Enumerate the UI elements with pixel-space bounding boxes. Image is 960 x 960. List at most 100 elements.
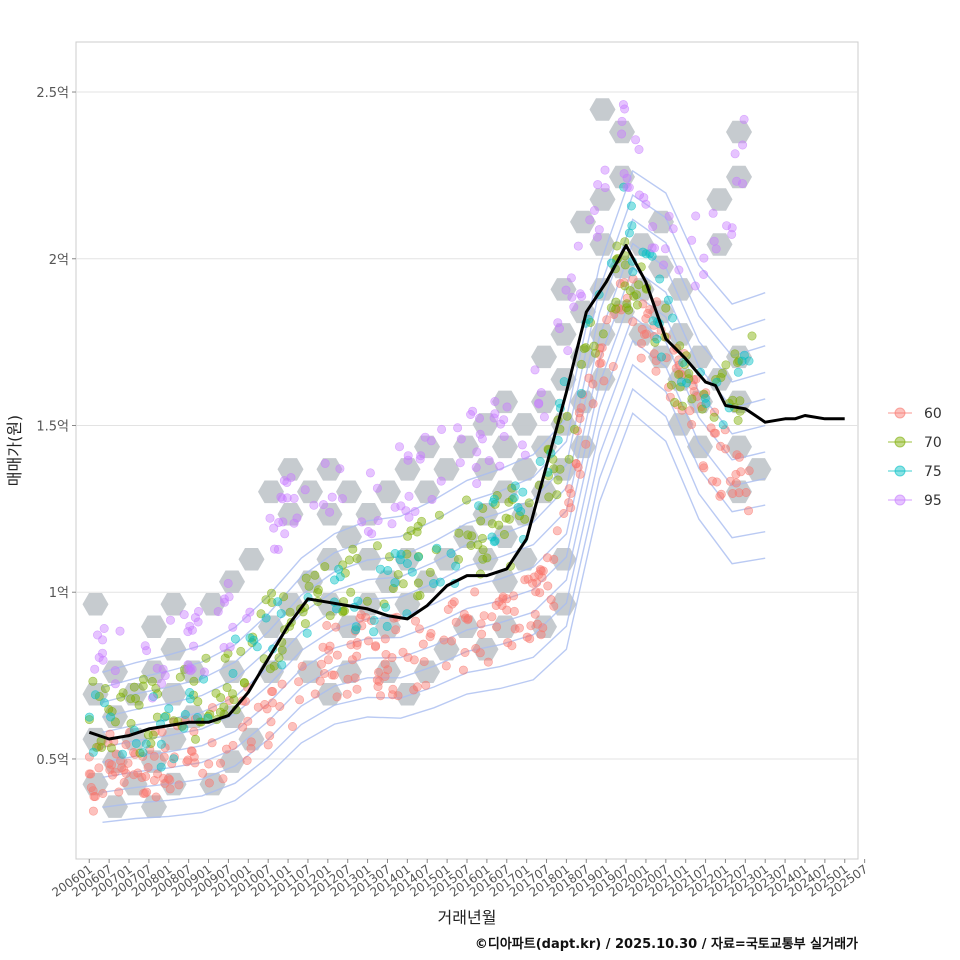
scatter-point [664, 211, 674, 221]
scatter-point [151, 792, 161, 802]
scatter-point [351, 625, 361, 635]
scatter-point [84, 769, 94, 779]
scatter-point [502, 402, 512, 412]
scatter-point [672, 400, 682, 410]
scatter-point [390, 578, 400, 588]
scatter-point [677, 401, 687, 411]
scatter-point [696, 401, 706, 411]
scatter-point [94, 763, 104, 773]
scatter-point [279, 592, 289, 602]
scatter-point [619, 169, 629, 179]
scatter-point [145, 744, 155, 754]
scatter-point [204, 759, 214, 769]
scatter-point [406, 526, 416, 536]
scatter-point [169, 754, 179, 764]
scatter-point [588, 399, 598, 409]
scatter-point [110, 767, 120, 777]
hexbin-cell [492, 570, 518, 593]
scatter-point [149, 751, 159, 761]
scatter-point [175, 672, 185, 682]
scatter-point [300, 485, 310, 495]
scatter-point [489, 494, 499, 504]
scatter-point [711, 374, 721, 384]
scatter-point [459, 609, 469, 619]
hexbin-cell [706, 188, 733, 211]
scatter-point [287, 721, 297, 731]
scatter-point [532, 619, 542, 629]
scatter-point [649, 243, 659, 253]
scatter-point [186, 746, 196, 756]
scatter-point [435, 577, 445, 587]
scatter-point [437, 424, 447, 434]
scatter-point [709, 236, 719, 246]
scatter-point [218, 774, 228, 784]
scatter-point [147, 676, 157, 686]
scatter-point [263, 740, 273, 750]
scatter-point [135, 748, 145, 758]
scatter-point [563, 346, 573, 356]
scatter-point [265, 513, 275, 523]
scatter-point [394, 442, 404, 452]
scatter-point [675, 341, 685, 351]
scatter-point [199, 674, 209, 684]
scatter-point [119, 777, 129, 787]
scatter-point [539, 412, 549, 422]
scatter-point [739, 114, 749, 124]
scatter-point [342, 689, 352, 699]
scatter-point [318, 500, 328, 510]
scatter-point [600, 183, 610, 193]
scatter-point [335, 464, 345, 474]
hexbin-cell [394, 683, 421, 706]
scatter-point [348, 544, 358, 554]
scatter-point [93, 630, 103, 640]
scatter-point [721, 360, 731, 370]
scatter-point [516, 506, 526, 516]
scatter-point [733, 415, 743, 425]
scatter-point [627, 221, 637, 231]
scatter-point [215, 707, 225, 717]
scatter-point [453, 554, 463, 564]
scatter-point [589, 341, 599, 351]
scatter-point [518, 487, 528, 497]
scatter-point [492, 490, 502, 500]
scatter-point [285, 607, 295, 617]
scatter-point [352, 640, 362, 650]
scatter-point [499, 529, 509, 539]
scatter-point [624, 183, 634, 193]
scatter-point [732, 450, 742, 460]
scatter-point [239, 678, 249, 688]
scatter-point [301, 573, 311, 583]
scatter-point [295, 695, 305, 705]
scatter-point [463, 530, 473, 540]
scatter-point [454, 528, 464, 538]
scatter-point [204, 778, 214, 788]
scatter-point [619, 278, 629, 288]
scatter-point [730, 349, 740, 359]
scatter-point [347, 655, 357, 665]
scatter-point [363, 526, 373, 536]
series-95-points [90, 100, 749, 703]
scatter-point [474, 413, 484, 423]
scatter-point [494, 520, 504, 530]
scatter-point [709, 407, 719, 417]
scatter-point [355, 613, 365, 623]
legend: 60 70 75 95 [888, 406, 942, 509]
y-tick-label: 0.5억 [36, 753, 69, 768]
scatter-point [687, 394, 697, 404]
scatter-point [276, 609, 286, 619]
scatter-point [245, 633, 255, 643]
scatter-point [268, 686, 278, 696]
scatter-point [143, 762, 153, 772]
scatter-point [110, 666, 120, 676]
scatter-point [697, 404, 707, 414]
scatter-point [219, 594, 229, 604]
scatter-point [141, 771, 151, 781]
scatter-point [520, 450, 530, 460]
scatter-point [304, 581, 314, 591]
scatter-point [337, 494, 347, 504]
scatter-point [273, 544, 283, 554]
scatter-point [598, 329, 608, 339]
scatter-point [581, 343, 591, 353]
scatter-point [409, 655, 419, 665]
hexbin-cell [336, 660, 362, 683]
